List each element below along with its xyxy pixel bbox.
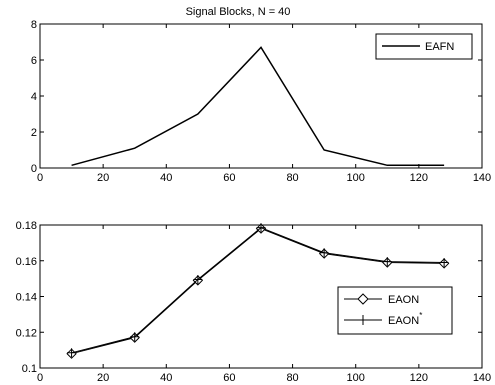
y-tick-label-top: 6 (31, 55, 37, 67)
data-point-plus (319, 248, 329, 258)
y-tick-label-bottom: 0.1 (22, 363, 37, 375)
chart-top: Signal Blocks, N = 40 0 20 40 60 80 100 120 140… (31, 6, 491, 184)
x-tick-label-bottom: 0 (37, 372, 43, 384)
x-tick-label-top: 80 (286, 172, 298, 184)
x-tick-label-bottom: 60 (223, 372, 235, 384)
data-point-plus (193, 275, 203, 285)
x-tick-label-bottom: 20 (97, 372, 109, 384)
x-tick-label-top: 60 (223, 172, 235, 184)
x-tick-label-bottom: 80 (286, 372, 298, 384)
x-tick-label-bottom: 120 (410, 372, 428, 384)
x-tick-label-top: 140 (473, 172, 491, 184)
axis-ticks-bottom: 0 20 40 60 80 100 120 140 0.1 0.12 0.14 0.16 0.18 (16, 220, 492, 384)
y-tick-label-bottom: 0.18 (16, 220, 37, 232)
legend-marker-diamond (357, 293, 369, 305)
y-tick-label-top: 8 (31, 19, 37, 31)
y-tick-label-bottom: 0.14 (16, 292, 37, 304)
x-tick-label-bottom: 140 (473, 372, 491, 384)
series-line-top-0 (71, 46, 445, 167)
data-point-plus (130, 332, 140, 342)
data-point-plus (382, 257, 392, 267)
legend-label-eafn: EAFN (425, 41, 454, 53)
legend-bottom: EAON EAON* (337, 286, 453, 335)
chart-bottom: 0 20 40 60 80 100 120 140 0.1 0.12 0.14 0.16 0.18 EA… (16, 220, 492, 384)
y-tick-label-top: 2 (31, 127, 37, 139)
x-tick-label-top: 40 (160, 172, 172, 184)
legend-label-eaon: EAON (388, 294, 419, 306)
x-tick-label-bottom: 100 (347, 372, 365, 384)
legend-label-eaon-star: EAON* (388, 311, 422, 327)
y-tick-label-bottom: 0.16 (16, 256, 37, 268)
legend-marker-plus (358, 315, 368, 325)
y-tick-label-top: 0 (31, 163, 37, 175)
x-tick-label-bottom: 40 (160, 372, 172, 384)
y-tick-label-top: 4 (31, 91, 37, 103)
series-layer-top (71, 46, 445, 167)
axis-ticks-top: 0 20 40 60 80 100 120 140 0 2 4 6 8 (31, 19, 491, 184)
x-tick-label-top: 120 (410, 172, 428, 184)
x-tick-label-top: 0 (37, 172, 43, 184)
y-tick-label-bottom: 0.12 (16, 327, 37, 339)
chart-title: Signal Blocks, N = 40 (186, 6, 291, 18)
x-tick-label-top: 20 (97, 172, 109, 184)
data-point-plus (256, 223, 266, 233)
data-point-plus (439, 258, 449, 268)
x-tick-label-top: 100 (347, 172, 365, 184)
data-point-plus (67, 348, 77, 358)
series-layer-bottom (66, 223, 450, 359)
legend-top: EAFN (375, 33, 473, 60)
legend-box-bottom (337, 286, 453, 335)
